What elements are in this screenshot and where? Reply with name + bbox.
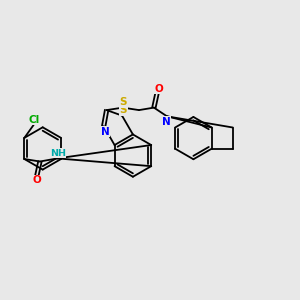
Text: NH: NH (50, 148, 66, 158)
Text: O: O (32, 176, 41, 185)
Text: N: N (162, 117, 171, 127)
Text: Cl: Cl (29, 115, 40, 124)
Text: N: N (101, 127, 110, 137)
Text: O: O (154, 84, 163, 94)
Text: S: S (120, 97, 127, 107)
Text: S: S (119, 105, 127, 115)
